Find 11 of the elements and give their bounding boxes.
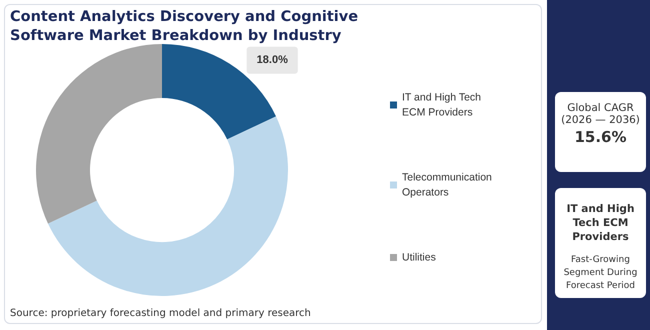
source-note: Source: proprietary forecasting model and primary research (10, 308, 311, 319)
text: 15.6% (573, 128, 628, 146)
text: (2026 — 2036) (560, 114, 641, 126)
legend-label: IT and High Tech ECM Providers (402, 92, 484, 118)
text: IT and High Tech ECM Providers (566, 202, 636, 244)
text: Fast-Growing Segment During Forecast Period (562, 254, 638, 293)
chart-title: Content Analytics Discovery and Cognitive Software Market Breakdown by Industry (10, 8, 360, 46)
data-label: 18.0% (256, 54, 288, 66)
text: Global CAGR (566, 102, 635, 114)
legend-label: Utilities (402, 252, 436, 264)
legend-label: Telecommunication Operators (402, 172, 495, 198)
